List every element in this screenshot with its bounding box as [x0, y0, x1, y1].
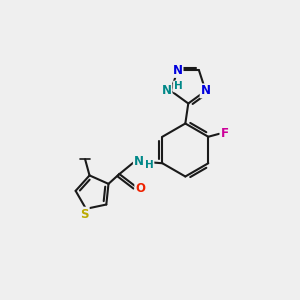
Text: H: H: [174, 81, 183, 92]
Text: N: N: [172, 64, 182, 77]
Text: O: O: [135, 182, 145, 195]
Text: N: N: [201, 84, 211, 98]
Text: N: N: [161, 84, 172, 98]
Text: H: H: [145, 160, 154, 170]
Text: F: F: [220, 127, 229, 140]
Text: S: S: [80, 208, 89, 220]
Text: N: N: [134, 155, 144, 168]
